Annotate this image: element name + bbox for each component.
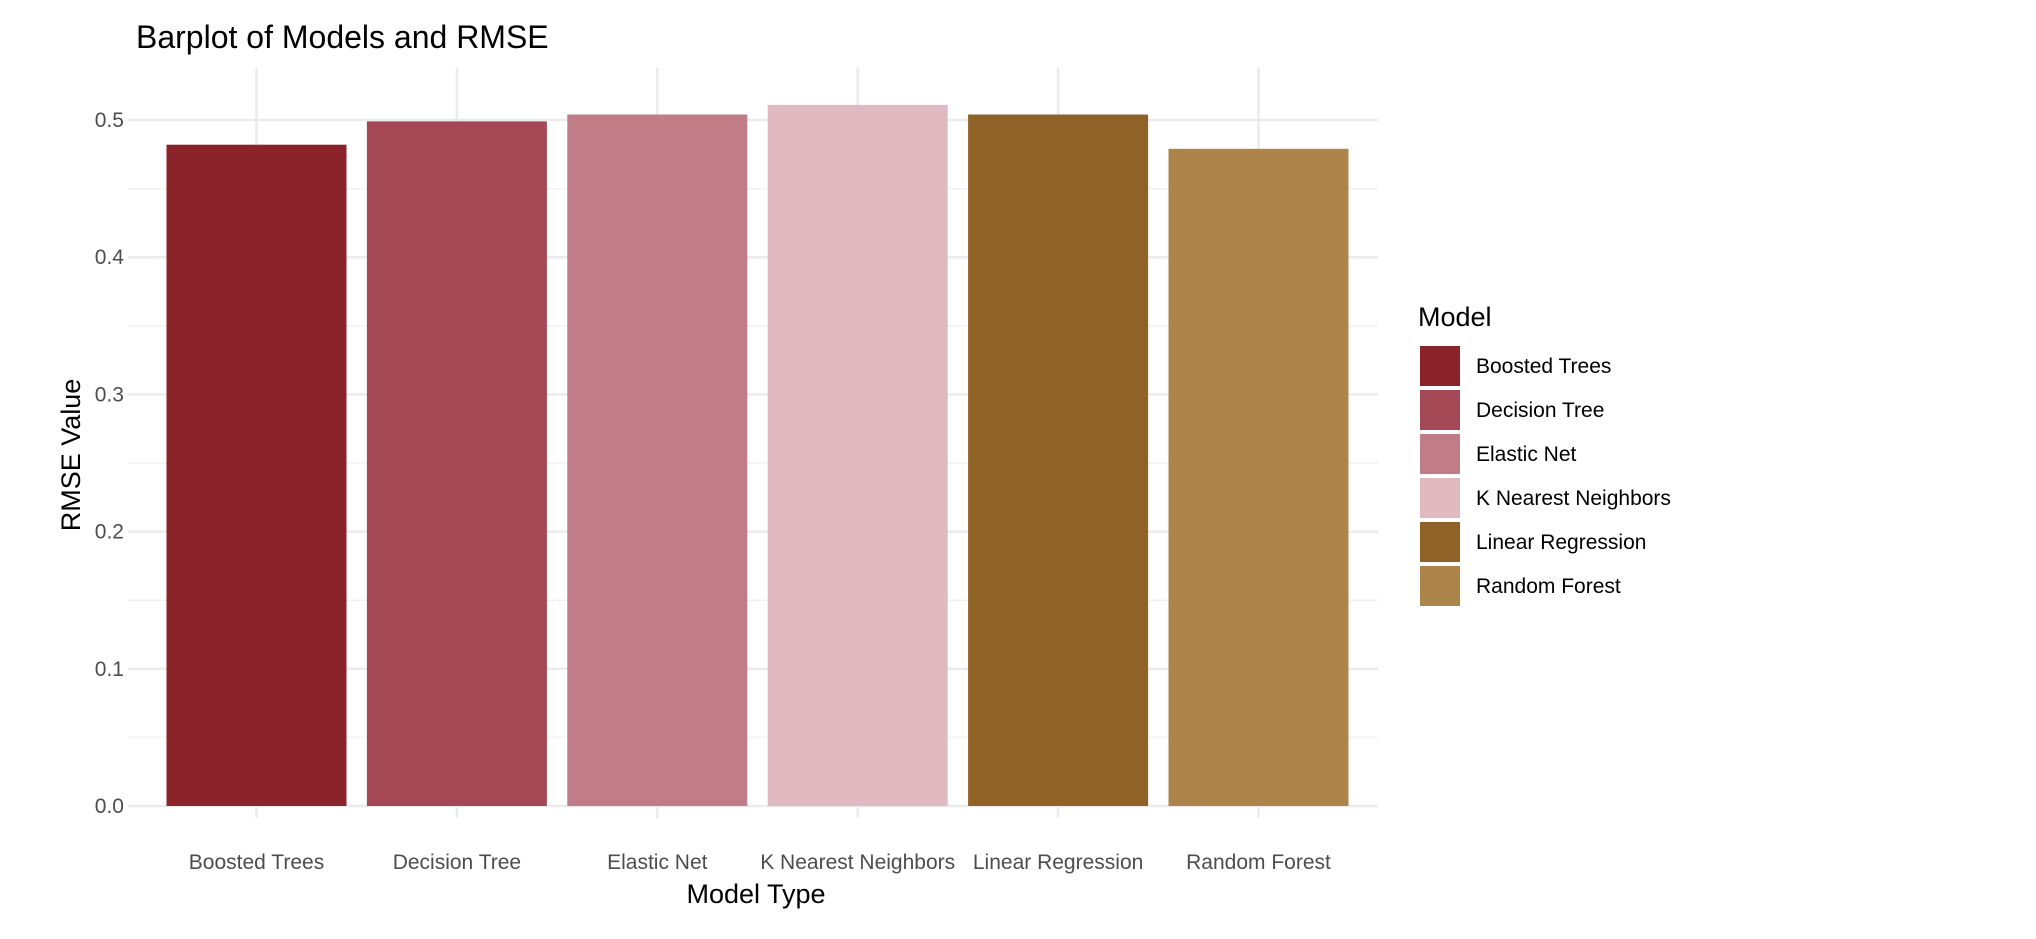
y-tick-label: 0.5: [95, 109, 124, 132]
legend-label: Elastic Net: [1476, 443, 1577, 466]
y-axis-title: RMSE Value: [56, 379, 86, 532]
y-tick-label: 0.0: [95, 795, 124, 818]
legend-key: [1420, 434, 1460, 474]
y-tick-label: 0.3: [95, 383, 124, 406]
x-tick-label: K Nearest Neighbors: [760, 851, 955, 874]
x-tick-label: Linear Regression: [973, 851, 1143, 874]
y-tick-label: 0.2: [95, 521, 124, 544]
legend-title: Model: [1418, 302, 1492, 332]
x-axis-title: Model Type: [686, 879, 825, 909]
bar-decision-tree: [366, 121, 547, 806]
legend-label: Decision Tree: [1476, 399, 1604, 422]
legend-key: [1420, 566, 1460, 606]
legend-key: [1420, 390, 1460, 430]
bar-random-forest: [1168, 148, 1349, 806]
bar-elastic-net: [567, 114, 748, 806]
legend-label: Linear Regression: [1476, 531, 1646, 554]
legend: Model Boosted Trees Decision Tree Elastic …: [1418, 302, 1671, 606]
x-tick-label: Elastic Net: [607, 851, 708, 874]
legend-label: K Nearest Neighbors: [1476, 487, 1671, 510]
legend-label: Random Forest: [1476, 575, 1621, 598]
legend-key: [1420, 478, 1460, 518]
y-tick-label: 0.4: [95, 246, 125, 269]
plot-area: 0.0 0.1 0.2 0.3 0.4 0.5 Boosted Trees Decision …: [95, 68, 1378, 874]
bar-boosted-trees: [166, 144, 347, 807]
chart-title: Barplot of Models and RMSE: [136, 19, 549, 55]
legend-key: [1420, 346, 1460, 386]
legend-key: [1420, 522, 1460, 562]
x-tick-label: Decision Tree: [393, 851, 521, 874]
y-tick-label: 0.1: [95, 658, 124, 681]
x-tick-label: Random Forest: [1186, 851, 1331, 874]
bar-k-nearest-neighbors: [767, 104, 948, 806]
x-tick-label: Boosted Trees: [189, 851, 324, 874]
bar-linear-regression: [968, 114, 1149, 806]
legend-label: Boosted Trees: [1476, 355, 1611, 378]
